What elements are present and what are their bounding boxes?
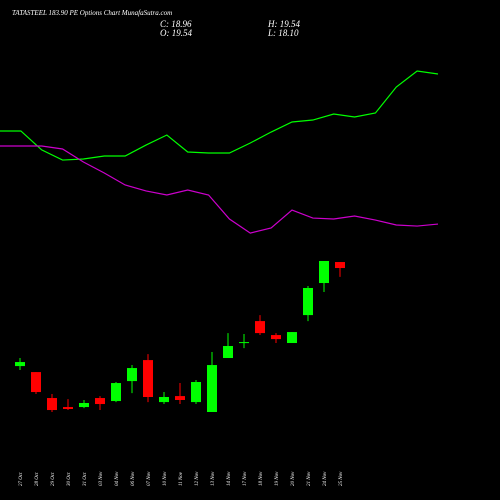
x-tick-label: 28 Oct xyxy=(35,472,40,486)
candle-body xyxy=(271,335,281,340)
x-tick-label: 31 Oct xyxy=(83,472,88,486)
candle-body xyxy=(287,332,297,344)
x-tick-label: 21 Nov xyxy=(307,471,312,486)
x-tick-label: 27 Oct xyxy=(19,472,24,486)
candle-body xyxy=(319,260,329,284)
candle-body xyxy=(15,362,25,367)
x-tick-label: 25 Nov xyxy=(339,471,344,486)
candle-body xyxy=(255,321,265,334)
x-tick-label: 19 Nov xyxy=(275,471,280,486)
candle-body xyxy=(191,382,201,403)
x-tick-label: 12 Nov xyxy=(195,471,200,486)
indicator-line xyxy=(0,70,439,161)
x-tick-label: 06 Nov xyxy=(131,471,136,486)
x-tick-label: 20 Nov xyxy=(291,471,296,486)
x-tick-label: 13 Nov xyxy=(211,471,216,486)
candle-body xyxy=(111,383,121,402)
candle-body xyxy=(207,365,217,412)
close-label: C: 18.96 xyxy=(160,19,192,29)
open-label: O: 19.54 xyxy=(160,28,192,38)
candle-body xyxy=(303,287,313,316)
x-tick-label: 14 Nov xyxy=(227,471,232,486)
indicator-line xyxy=(0,145,439,234)
candle-body xyxy=(223,346,233,359)
x-tick-label: 10 Nov xyxy=(163,471,168,486)
high-label: H: 19.54 xyxy=(267,19,300,29)
x-tick-label: 03 Nov xyxy=(99,471,104,486)
candle-body xyxy=(335,262,345,269)
candle-body xyxy=(95,398,105,405)
x-tick-label: 04 Nov xyxy=(115,471,120,486)
candle-body xyxy=(143,360,153,398)
candle-body xyxy=(79,403,89,408)
candle-body xyxy=(175,396,185,401)
x-tick-label: 18 Nov xyxy=(259,471,264,486)
candle-body xyxy=(159,397,169,403)
low-label: L: 18.10 xyxy=(267,28,299,38)
x-tick-label: 29 Oct xyxy=(51,472,56,486)
chart-title: TATASTEEL 183.90 PE Options Chart Munafa… xyxy=(12,9,172,17)
x-tick-label: 24 Nov xyxy=(323,471,328,486)
candle-body xyxy=(239,342,249,344)
x-tick-label: 30 Oct xyxy=(67,472,72,486)
candle-body xyxy=(127,368,137,382)
x-tick-label: 11 Nov xyxy=(179,471,184,486)
candle-body xyxy=(47,398,57,411)
x-tick-label: 07 Nov xyxy=(147,471,152,486)
candle-body xyxy=(31,372,41,393)
x-tick-label: 17 Nov xyxy=(243,471,248,486)
candle-body xyxy=(63,407,73,410)
